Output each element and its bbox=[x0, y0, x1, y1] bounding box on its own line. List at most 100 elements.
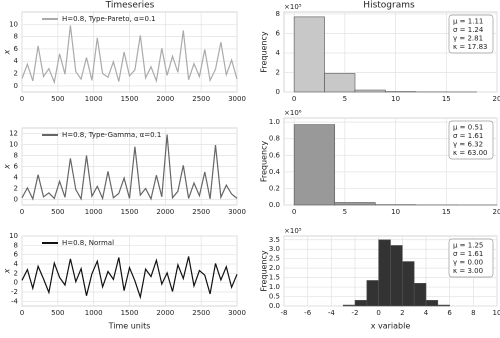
histogram-bar bbox=[334, 202, 376, 206]
y-tick-label: 0 bbox=[14, 196, 18, 204]
y-tick-label: 0.2 bbox=[269, 184, 280, 192]
x-tick-label: 2500 bbox=[192, 208, 210, 216]
y-scale-label: ×10⁶ bbox=[284, 109, 302, 117]
x-tick-label: 5 bbox=[343, 208, 347, 216]
x-tick-label: -4 bbox=[328, 309, 336, 317]
y-tick-label: 0.8 bbox=[269, 135, 280, 143]
y-tick-label: 0.5 bbox=[269, 293, 280, 301]
stats-line: σ = 1.61 bbox=[453, 250, 483, 258]
y-tick-label: 6 bbox=[276, 29, 281, 37]
x-tick-label: 0 bbox=[292, 95, 296, 103]
y-tick-label: 4 bbox=[14, 260, 19, 268]
histogram-bar bbox=[378, 239, 391, 307]
x-tick-label: 2 bbox=[400, 309, 404, 317]
histogram-bar bbox=[354, 300, 368, 307]
x-tick-label: 1000 bbox=[85, 95, 103, 103]
x-tick-label: 0 bbox=[20, 95, 24, 103]
stats-line: κ = 63.00 bbox=[453, 149, 487, 157]
x-tick-label: 500 bbox=[51, 95, 64, 103]
x-tick-label: 0 bbox=[292, 208, 296, 216]
y-tick-label: -4 bbox=[11, 297, 19, 305]
stats-line: μ = 1.25 bbox=[453, 242, 483, 250]
y-tick-label: 2.5 bbox=[269, 255, 280, 263]
stats-line: μ = 0.51 bbox=[453, 124, 483, 132]
y-tick-label: 0 bbox=[276, 88, 280, 96]
y-scale-label: ×10⁵ bbox=[284, 227, 302, 235]
histogram-bar bbox=[437, 304, 450, 307]
series-line bbox=[21, 256, 238, 300]
y-tick-label: 6 bbox=[14, 45, 19, 53]
y-tick-label: 1.5 bbox=[269, 274, 280, 282]
y-tick-label: 2 bbox=[276, 68, 280, 76]
x-tick-label: 10 bbox=[493, 309, 500, 317]
y-tick-label: 6 bbox=[14, 251, 19, 259]
x-tick-label: 2000 bbox=[156, 309, 174, 317]
y-tick-label: 0 bbox=[14, 82, 18, 90]
x-tick-label: 1000 bbox=[85, 309, 103, 317]
stats-box bbox=[448, 14, 494, 54]
y-tick-label: 12 bbox=[9, 130, 18, 138]
stats-line: κ = 3.00 bbox=[453, 267, 483, 275]
stats-box bbox=[448, 238, 494, 278]
stats-line: σ = 1.61 bbox=[453, 132, 483, 140]
x-tick-label: 4 bbox=[424, 309, 429, 317]
x-tick-label: 2000 bbox=[156, 95, 174, 103]
x-tick-label: 0 bbox=[20, 309, 24, 317]
legend-label: H=0.8, Type-Pareto, α=0.1 bbox=[62, 15, 156, 23]
y-tick-label: 4 bbox=[276, 49, 281, 57]
x-tick-label: 5 bbox=[343, 95, 347, 103]
histogram-bar bbox=[354, 89, 386, 93]
histogram-bar bbox=[413, 282, 427, 307]
y-axis-label: x bbox=[3, 164, 12, 170]
stats-line: κ = 17.83 bbox=[453, 43, 487, 51]
x-tick-label: 10 bbox=[391, 208, 400, 216]
y-tick-label: 8 bbox=[276, 10, 280, 18]
x-tick-label: 15 bbox=[442, 208, 451, 216]
y-tick-label: 10 bbox=[9, 141, 18, 149]
x-tick-label: 2000 bbox=[156, 208, 174, 216]
y-tick-label: 0.4 bbox=[269, 168, 281, 176]
y-tick-label: -2 bbox=[11, 288, 18, 296]
legend-label: H=0.8, Normal bbox=[62, 239, 114, 247]
y-scale-label: ×10⁵ bbox=[284, 3, 302, 11]
column-title: Timeseries bbox=[105, 1, 155, 11]
y-tick-label: 3.5 bbox=[269, 236, 280, 244]
histogram-bar bbox=[324, 73, 356, 93]
y-tick-label: 6 bbox=[14, 163, 19, 171]
x-tick-label: 10 bbox=[391, 95, 400, 103]
x-tick-label: -8 bbox=[281, 309, 288, 317]
y-axis-label: x bbox=[3, 268, 12, 274]
y-tick-label: 0 bbox=[14, 279, 18, 287]
histogram-bar bbox=[342, 304, 356, 307]
y-tick-label: 2 bbox=[14, 269, 18, 277]
legend-label: H=0.8, Type-Gamma, α=0.1 bbox=[62, 131, 161, 139]
x-tick-label: 3000 bbox=[228, 309, 246, 317]
stats-line: μ = 1.11 bbox=[453, 18, 483, 26]
x-tick-label: 15 bbox=[442, 95, 451, 103]
x-tick-label: 20 bbox=[493, 208, 500, 216]
x-tick-label: 1500 bbox=[121, 208, 139, 216]
series-line bbox=[21, 25, 238, 85]
histogram-bar bbox=[390, 245, 403, 307]
y-axis-label: Frequency bbox=[260, 31, 269, 73]
x-tick-label: 500 bbox=[51, 309, 64, 317]
y-tick-label: 10 bbox=[9, 20, 18, 28]
y-tick-label: 10 bbox=[9, 232, 18, 240]
y-tick-label: 1.0 bbox=[269, 283, 280, 291]
histogram-bar bbox=[293, 124, 336, 206]
y-tick-label: 2.0 bbox=[269, 264, 280, 272]
y-axis-label: Frequency bbox=[260, 250, 269, 292]
stats-line: γ = 2.81 bbox=[453, 35, 483, 43]
y-tick-label: 8 bbox=[14, 241, 18, 249]
y-tick-label: 0.6 bbox=[269, 151, 281, 159]
stats-line: γ = 0.00 bbox=[453, 259, 483, 267]
x-tick-label: 8 bbox=[471, 309, 475, 317]
x-tick-label: 3000 bbox=[228, 95, 246, 103]
x-tick-label: -6 bbox=[304, 309, 312, 317]
column-title: Histograms bbox=[363, 1, 415, 11]
y-axis-label: Frequency bbox=[260, 141, 269, 183]
x-tick-label: 500 bbox=[51, 208, 64, 216]
y-tick-label: 2 bbox=[14, 185, 18, 193]
x-tick-label: 20 bbox=[493, 95, 500, 103]
